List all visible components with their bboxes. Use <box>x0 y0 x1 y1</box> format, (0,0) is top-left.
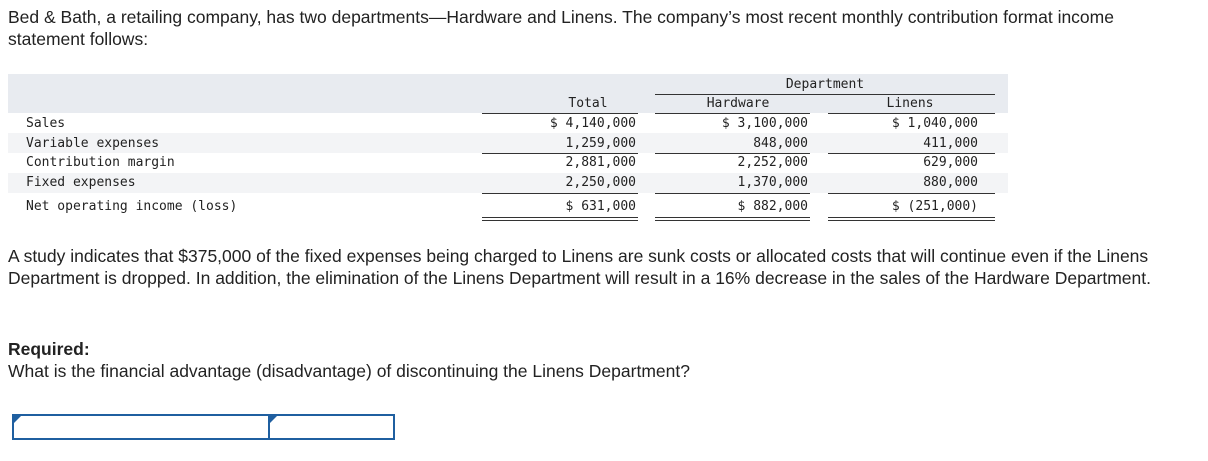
cell-total: $ 4,140,000 <box>549 116 636 131</box>
header-rule-linens <box>828 113 995 114</box>
cell-linens: $ (251,000) <box>891 199 978 214</box>
cell-hardware: $ 882,000 <box>737 199 808 214</box>
double-rule <box>655 220 810 221</box>
cell-total: 2,250,000 <box>565 175 636 190</box>
row-stripe <box>8 133 1008 153</box>
answer-label-input[interactable] <box>12 414 270 440</box>
income-statement-table: Department Total Hardware Linens Sales $… <box>8 74 1008 224</box>
dropdown-indicator-icon <box>14 416 21 423</box>
header-rule-total <box>482 113 638 114</box>
double-rule <box>828 217 995 218</box>
col-header-total: Total <box>568 96 608 111</box>
dropdown-indicator-icon <box>270 416 277 423</box>
cell-hardware: $ 3,100,000 <box>721 116 808 131</box>
cell-total: 2,881,000 <box>565 155 636 170</box>
cell-linens: 629,000 <box>923 155 978 170</box>
cell-hardware: 848,000 <box>753 136 808 151</box>
double-rule <box>828 220 995 221</box>
subtotal-rule <box>655 153 810 154</box>
cell-linens: 411,000 <box>923 136 978 151</box>
header-rule-hardware <box>655 113 810 114</box>
double-rule <box>655 217 810 218</box>
row-label: Fixed expenses <box>26 175 136 190</box>
double-rule <box>482 217 638 218</box>
row-label: Sales <box>26 116 66 131</box>
subtotal-rule <box>482 153 638 154</box>
total-rule <box>828 193 995 194</box>
cell-total: $ 631,000 <box>565 199 636 214</box>
study-paragraph: A study indicates that $375,000 of the f… <box>8 246 1151 288</box>
cell-total: 1,259,000 <box>565 136 636 151</box>
col-header-linens: Linens <box>886 96 934 111</box>
cell-hardware: 1,370,000 <box>737 175 808 190</box>
row-stripe <box>8 173 1008 193</box>
cell-linens: $ 1,040,000 <box>891 116 978 131</box>
double-rule <box>482 220 638 221</box>
department-rule <box>655 94 995 95</box>
subtotal-rule <box>828 153 995 154</box>
col-header-hardware: Hardware <box>706 96 770 111</box>
row-label: Contribution margin <box>26 155 175 170</box>
cell-linens: 880,000 <box>923 175 978 190</box>
department-header: Department <box>785 77 865 92</box>
header-band <box>8 74 1008 113</box>
answer-amount-input[interactable] <box>268 414 395 440</box>
total-rule <box>482 193 638 194</box>
cell-hardware: 2,252,000 <box>737 155 808 170</box>
intro-paragraph: Bed & Bath, a retailing company, has two… <box>8 7 1114 49</box>
required-heading: Required: <box>8 339 90 359</box>
required-question: What is the financial advantage (disadva… <box>8 361 690 381</box>
total-rule <box>655 193 810 194</box>
row-label: Net operating income (loss) <box>26 199 238 214</box>
row-label: Variable expenses <box>26 136 160 151</box>
